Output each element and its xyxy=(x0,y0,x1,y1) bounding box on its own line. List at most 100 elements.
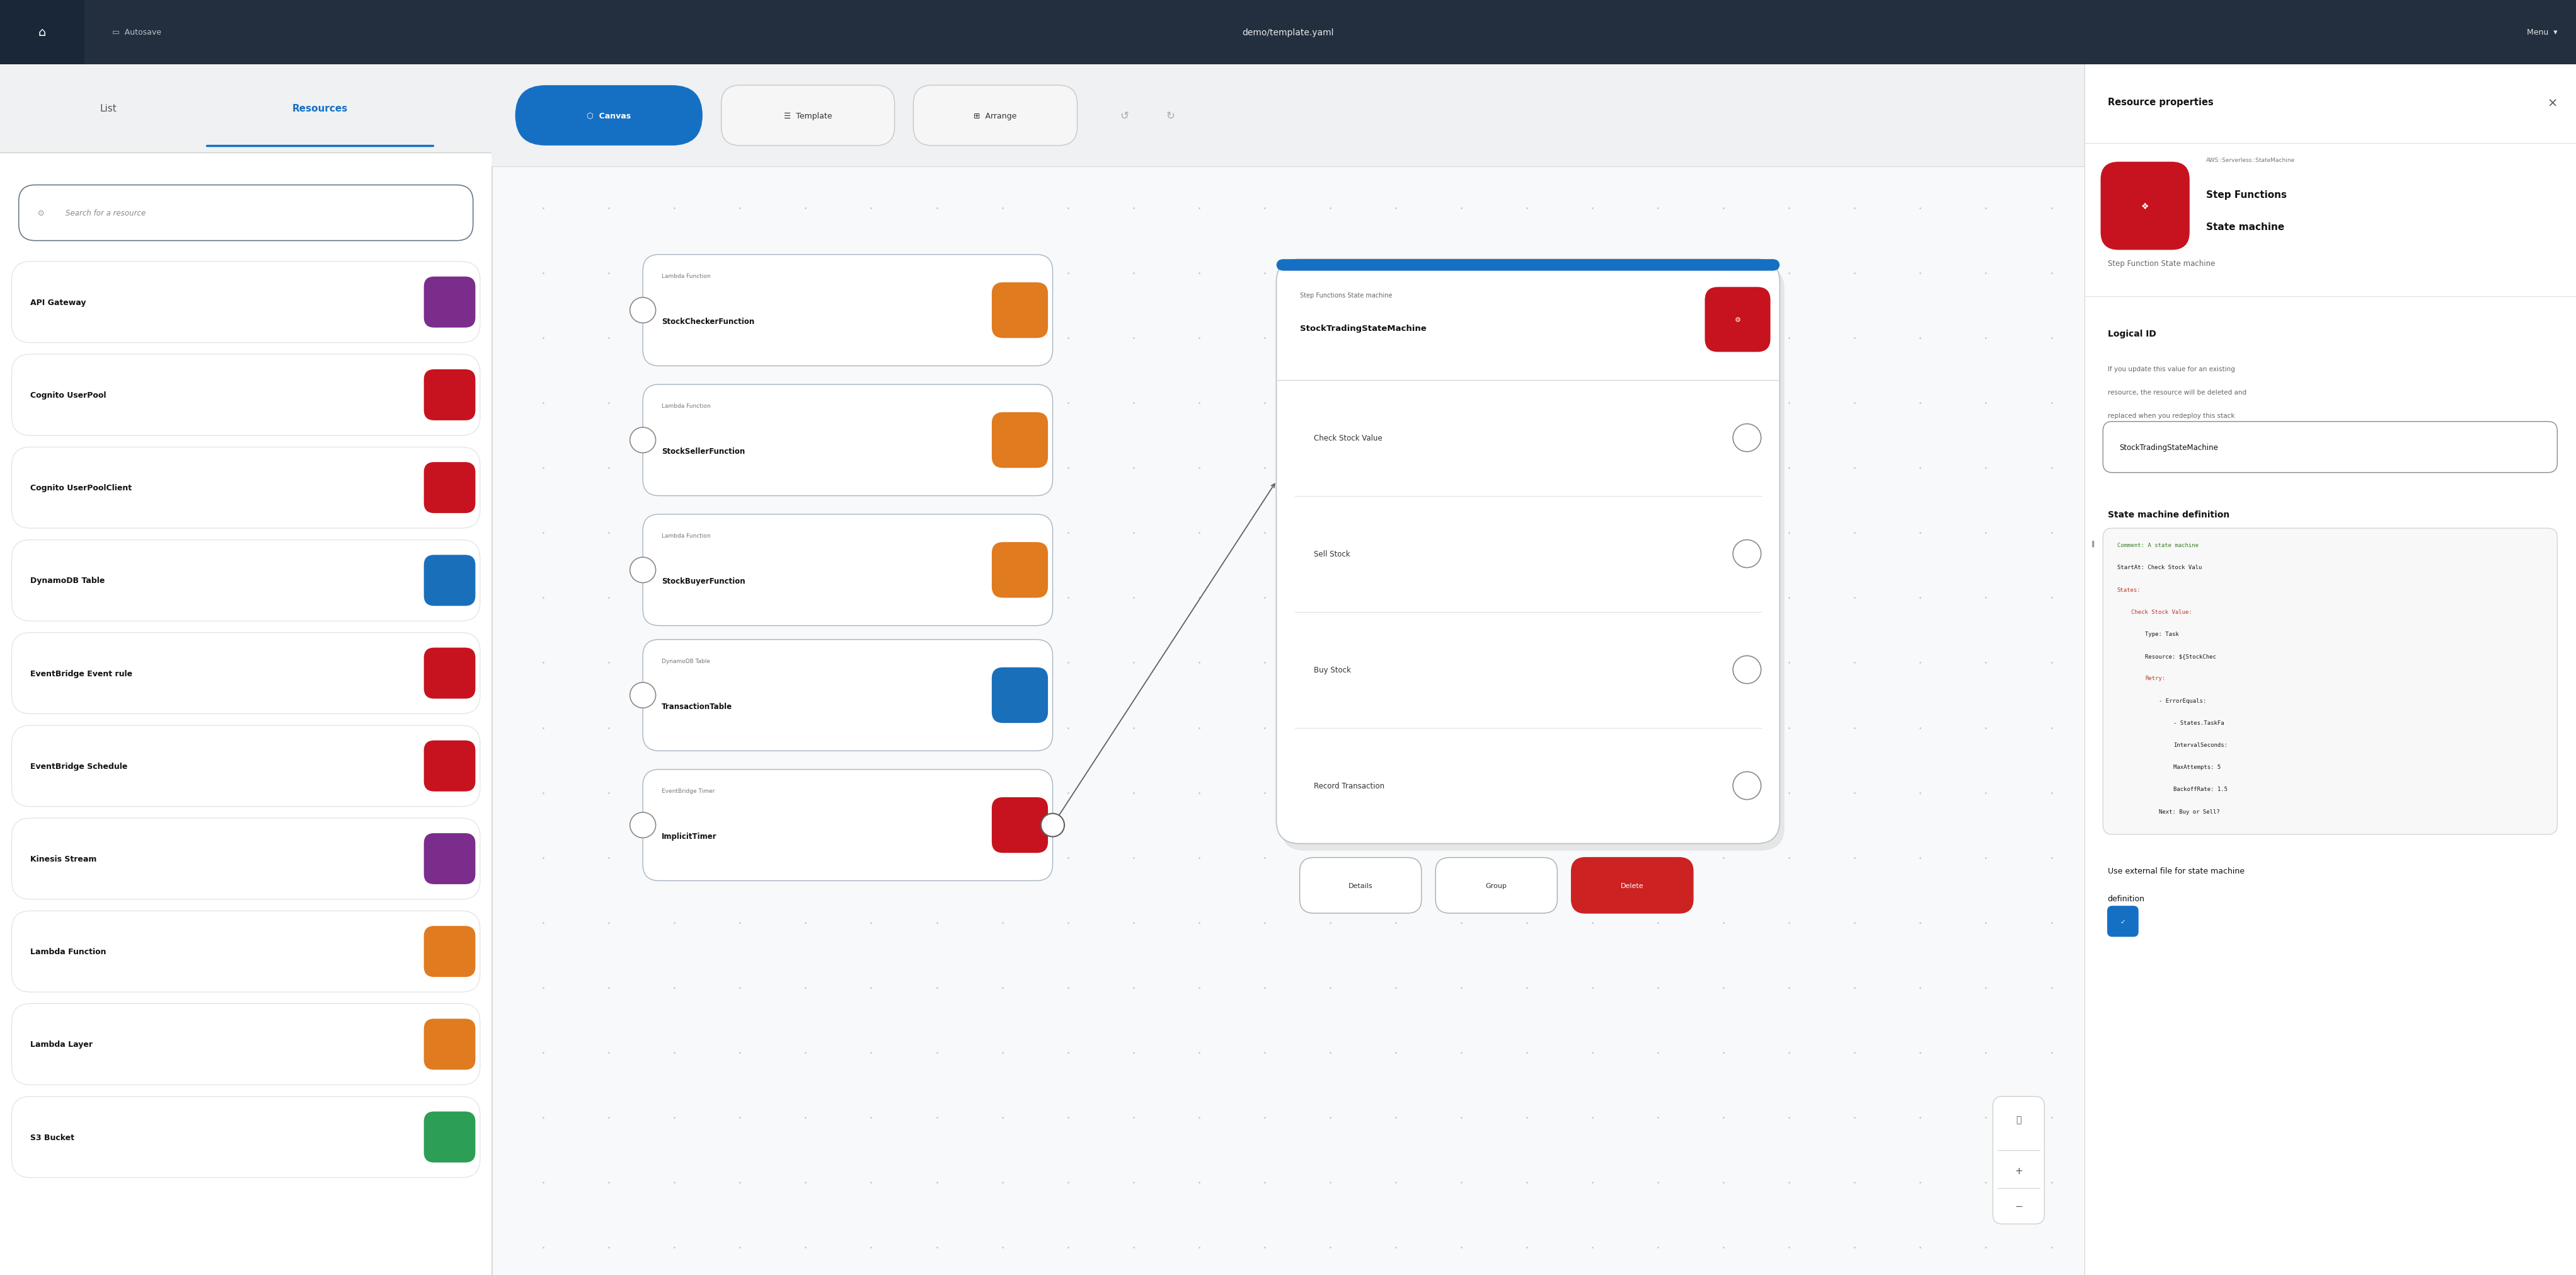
Text: ⚙: ⚙ xyxy=(1734,316,1741,323)
Text: +: + xyxy=(2014,1165,2022,1176)
FancyBboxPatch shape xyxy=(1571,858,1692,913)
Text: Cognito UserPool: Cognito UserPool xyxy=(31,391,106,399)
Bar xyxy=(2084,65,2576,1275)
Text: Lambda Function: Lambda Function xyxy=(662,533,711,539)
Text: Step Function State machine: Step Function State machine xyxy=(2107,260,2215,268)
FancyBboxPatch shape xyxy=(2107,907,2138,937)
Text: Next: Buy or Sell?: Next: Buy or Sell? xyxy=(2159,808,2221,815)
Text: ✓: ✓ xyxy=(2120,918,2125,924)
Text: Details: Details xyxy=(1347,882,1373,889)
Text: ⊞  Arrange: ⊞ Arrange xyxy=(974,112,1018,120)
Text: ↺: ↺ xyxy=(1121,110,1128,121)
Text: Kinesis Stream: Kinesis Stream xyxy=(31,854,98,863)
FancyBboxPatch shape xyxy=(1705,287,1770,352)
Text: MaxAttempts: 5: MaxAttempts: 5 xyxy=(2174,764,2221,770)
Text: - States.TaskFa: - States.TaskFa xyxy=(2174,720,2223,725)
Text: DynamoDB Table: DynamoDB Table xyxy=(662,658,711,664)
Text: Search for a resource: Search for a resource xyxy=(64,209,147,217)
Text: Resources: Resources xyxy=(291,105,348,113)
Circle shape xyxy=(631,298,657,324)
Circle shape xyxy=(1734,425,1762,453)
Text: ⊙: ⊙ xyxy=(39,209,44,217)
Text: Check Stock Value:: Check Stock Value: xyxy=(2130,609,2192,615)
Text: StockSellerFunction: StockSellerFunction xyxy=(662,448,744,455)
Text: StockTradingStateMachine: StockTradingStateMachine xyxy=(1301,325,1427,333)
FancyBboxPatch shape xyxy=(1275,260,1780,272)
Circle shape xyxy=(631,682,657,708)
Text: EventBridge Timer: EventBridge Timer xyxy=(662,788,714,794)
Text: resource, the resource will be deleted and: resource, the resource will be deleted a… xyxy=(2107,389,2246,395)
FancyBboxPatch shape xyxy=(992,668,1048,723)
Text: States:: States: xyxy=(2117,586,2141,593)
FancyBboxPatch shape xyxy=(13,725,479,807)
Text: Logical ID: Logical ID xyxy=(2107,329,2156,338)
Text: StockBuyerFunction: StockBuyerFunction xyxy=(662,578,744,585)
Text: Lambda Function: Lambda Function xyxy=(662,403,711,409)
Text: replaced when you redeploy this stack: replaced when you redeploy this stack xyxy=(2107,413,2233,419)
FancyBboxPatch shape xyxy=(644,770,1054,881)
Text: ▭  Autosave: ▭ Autosave xyxy=(113,28,162,37)
FancyBboxPatch shape xyxy=(1280,266,1785,850)
FancyBboxPatch shape xyxy=(13,354,479,436)
FancyBboxPatch shape xyxy=(644,385,1054,496)
Text: - ErrorEquals:: - ErrorEquals: xyxy=(2159,697,2208,704)
Text: Type: Task: Type: Task xyxy=(2146,631,2179,636)
Bar xyxy=(0,65,492,153)
FancyBboxPatch shape xyxy=(425,1112,477,1163)
FancyBboxPatch shape xyxy=(13,912,479,992)
Circle shape xyxy=(1734,657,1762,683)
FancyBboxPatch shape xyxy=(425,277,477,328)
Text: Menu  ▾: Menu ▾ xyxy=(2527,28,2558,37)
FancyBboxPatch shape xyxy=(425,370,477,421)
Text: Comment: A state machine: Comment: A state machine xyxy=(2117,542,2197,548)
Text: State machine: State machine xyxy=(2205,223,2285,232)
FancyBboxPatch shape xyxy=(721,85,894,147)
Text: ☰  Template: ☰ Template xyxy=(783,112,832,120)
Text: StockCheckerFunction: StockCheckerFunction xyxy=(662,317,755,326)
Bar xyxy=(0,0,2576,65)
FancyBboxPatch shape xyxy=(644,255,1054,366)
FancyBboxPatch shape xyxy=(1301,858,1422,913)
Text: EventBridge Schedule: EventBridge Schedule xyxy=(31,762,129,770)
Text: StartAt: Check Stock Valu: StartAt: Check Stock Valu xyxy=(2117,565,2202,570)
Text: Check Stock Value: Check Stock Value xyxy=(1314,434,1383,442)
Text: −: − xyxy=(2014,1201,2022,1211)
Text: Use external file for state machine: Use external file for state machine xyxy=(2107,867,2244,875)
Circle shape xyxy=(631,812,657,838)
Bar xyxy=(492,65,2084,167)
Circle shape xyxy=(631,557,657,583)
Text: Record Transaction: Record Transaction xyxy=(1314,782,1383,790)
Circle shape xyxy=(1734,541,1762,567)
Text: ×: × xyxy=(2548,97,2558,110)
Text: State machine definition: State machine definition xyxy=(2107,510,2228,519)
Text: ⤢: ⤢ xyxy=(2017,1116,2022,1125)
Text: Buy Stock: Buy Stock xyxy=(1314,666,1350,674)
FancyBboxPatch shape xyxy=(644,640,1054,751)
Circle shape xyxy=(1734,771,1762,799)
FancyBboxPatch shape xyxy=(18,185,474,241)
Text: Retry:: Retry: xyxy=(2146,676,2166,681)
Text: ↻: ↻ xyxy=(1167,110,1175,121)
FancyBboxPatch shape xyxy=(992,413,1048,468)
FancyBboxPatch shape xyxy=(1275,260,1780,844)
FancyBboxPatch shape xyxy=(425,741,477,792)
Text: Lambda Function: Lambda Function xyxy=(662,274,711,279)
FancyBboxPatch shape xyxy=(13,261,479,343)
Text: List: List xyxy=(100,105,116,113)
Text: If you update this value for an existing: If you update this value for an existing xyxy=(2107,366,2236,372)
FancyBboxPatch shape xyxy=(515,85,703,147)
FancyBboxPatch shape xyxy=(992,797,1048,853)
FancyBboxPatch shape xyxy=(13,541,479,621)
Text: Group: Group xyxy=(1486,882,1507,889)
Text: Delete: Delete xyxy=(1620,882,1643,889)
Text: Resource: ${StockChec: Resource: ${StockChec xyxy=(2146,653,2215,659)
Text: StockTradingStateMachine: StockTradingStateMachine xyxy=(2120,444,2218,451)
FancyBboxPatch shape xyxy=(992,542,1048,598)
Text: S3 Bucket: S3 Bucket xyxy=(31,1133,75,1141)
FancyBboxPatch shape xyxy=(13,1003,479,1085)
Text: API Gateway: API Gateway xyxy=(31,298,85,306)
FancyBboxPatch shape xyxy=(914,85,1077,147)
Text: Lambda Layer: Lambda Layer xyxy=(31,1040,93,1048)
FancyBboxPatch shape xyxy=(1435,858,1558,913)
FancyBboxPatch shape xyxy=(1994,1096,2045,1224)
